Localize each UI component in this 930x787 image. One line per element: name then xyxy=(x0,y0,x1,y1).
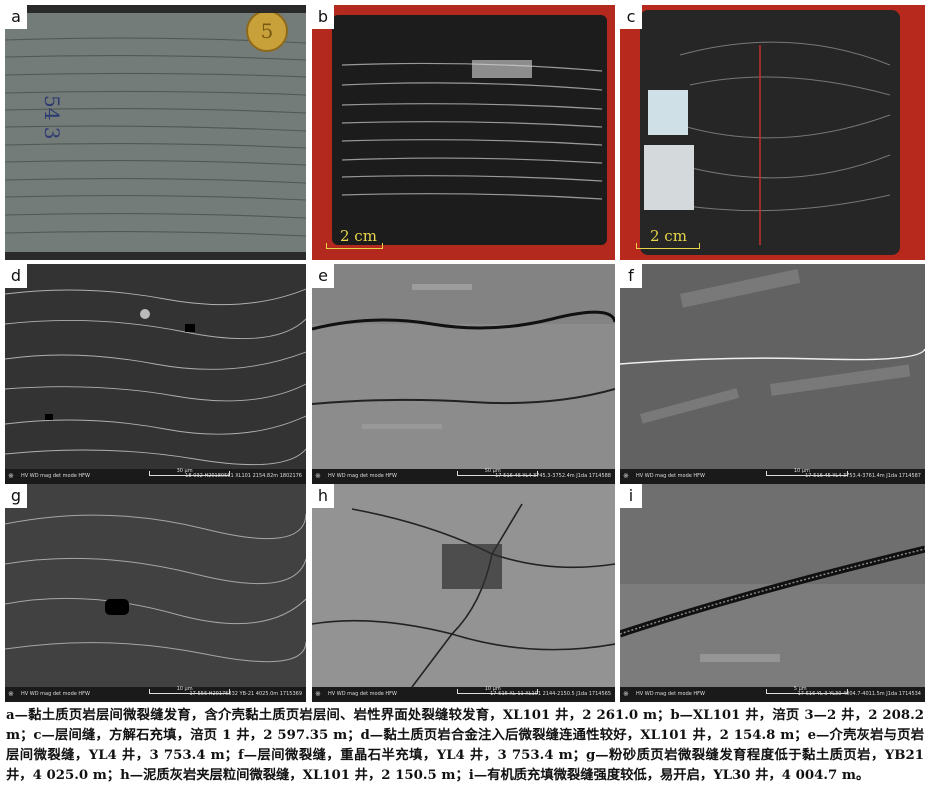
core-sample-photo-a: 5 54 3 xyxy=(5,5,306,260)
panel-b-photo: 2 cm b xyxy=(312,5,615,260)
panel-letter: f xyxy=(620,264,642,288)
panel-h-sem: ※ HV WD mag det mode HFW 10 μm 17-516 XL… xyxy=(312,484,615,702)
sem-info-bar: ※ HV WD mag det mode HFW 10 μm 17-556 H2… xyxy=(5,686,306,702)
sem-info-bar: ※ HV WD mag det mode HFW 10 μm 17-516 XL… xyxy=(312,686,615,702)
panel-a-photo: 5 54 3 a xyxy=(5,5,306,260)
panel-letter: d xyxy=(5,264,27,288)
panel-e-sem: ※ HV WD mag det mode HFW 50 μm 17-516 46… xyxy=(312,264,615,484)
sem-image-i xyxy=(620,484,925,687)
scale-bar: 2 cm xyxy=(636,227,700,249)
panel-letter: i xyxy=(620,484,642,508)
sem-image-d xyxy=(5,264,306,469)
sem-info-bar: ※ HV WD mag det mode HFW 50 μm 17-516 46… xyxy=(312,468,615,484)
core-sample-photo-c xyxy=(620,5,925,260)
panel-c-photo: 2 cm c xyxy=(620,5,925,260)
panel-d-sem: ※ HV WD mag det mode HFW 30 μm 18-032 H2… xyxy=(5,264,306,484)
scale-bar-label: 2 cm xyxy=(340,227,377,245)
sem-image-h xyxy=(312,484,615,687)
scale-bar: 2 cm xyxy=(326,227,383,249)
sem-info-bar: ※ HV WD mag det mode HFW 10 μm 17-516 45… xyxy=(620,468,925,484)
figure-caption: a—黏土质页岩层间微裂缝发育，含介壳黏土质页岩层间、岩性界面处裂缝较发育，XL1… xyxy=(6,708,924,783)
panel-letter: h xyxy=(312,484,334,508)
svg-text:54 3: 54 3 xyxy=(40,95,64,140)
panel-letter: g xyxy=(5,484,27,508)
panel-letter: a xyxy=(5,5,27,29)
core-sample-photo-b xyxy=(312,5,615,260)
sem-image-g xyxy=(5,484,306,687)
panel-letter: c xyxy=(620,5,642,29)
sem-info-bar: ※ HV WD mag det mode HFW 5 μm 17-516 YL-… xyxy=(620,686,925,702)
panel-i-sem: ※ HV WD mag det mode HFW 5 μm 17-516 YL-… xyxy=(620,484,925,702)
panel-g-sem: ※ HV WD mag det mode HFW 10 μm 17-556 H2… xyxy=(5,484,306,702)
sem-image-e xyxy=(312,264,615,469)
scale-bar-label: 2 cm xyxy=(650,227,687,245)
sem-info-bar: ※ HV WD mag det mode HFW 30 μm 18-032 H2… xyxy=(5,468,306,484)
sem-image-f xyxy=(620,264,925,469)
panel-letter: b xyxy=(312,5,334,29)
coin-label: 5 xyxy=(261,19,274,43)
panel-f-sem: ※ HV WD mag det mode HFW 10 μm 17-516 45… xyxy=(620,264,925,484)
panel-letter: e xyxy=(312,264,334,288)
